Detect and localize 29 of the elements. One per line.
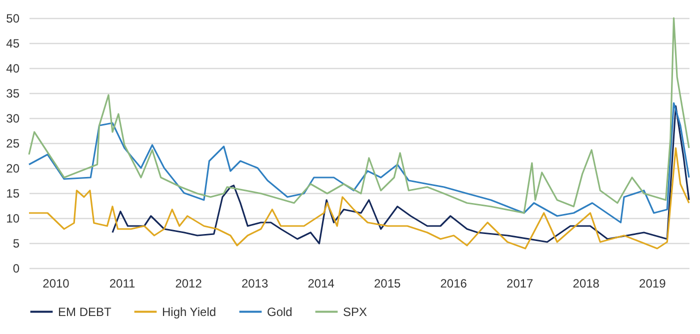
line-series	[28, 102, 690, 224]
x-tick-label: 2014	[308, 276, 335, 290]
legend-label: Gold	[267, 304, 292, 319]
y-tick-label: 35	[6, 86, 20, 100]
y-tick-label: 30	[6, 112, 20, 126]
y-tick-label: 50	[6, 12, 20, 26]
y-tick-label: 25	[6, 136, 20, 150]
line-series	[28, 17, 690, 214]
legend-label: EM DEBT	[58, 304, 112, 319]
x-tick-label: 2013	[241, 276, 268, 290]
x-tick-label: 2018	[572, 276, 600, 290]
y-tick-label: 45	[6, 36, 20, 50]
x-tick-label: 2016	[440, 276, 468, 290]
legend-label: SPX	[343, 304, 368, 319]
y-tick-label: 5	[12, 236, 20, 250]
x-tick-label: 2012	[175, 276, 202, 290]
x-tick-label: 2010	[42, 276, 70, 290]
y-tick-label: 15	[6, 186, 20, 200]
y-tick-label: 20	[6, 162, 20, 176]
y-tick-label: 40	[6, 62, 20, 76]
legend-label: High Yield	[162, 304, 216, 319]
y-tick-label: 0	[12, 262, 20, 276]
y-tick-label: 10	[6, 212, 20, 226]
line-series	[112, 105, 690, 244]
x-tick-label: 2017	[506, 276, 534, 290]
x-tick-label: 2019	[639, 276, 666, 290]
x-tick-label: 2011	[109, 276, 136, 290]
line-series	[28, 147, 690, 250]
x-tick-label: 2015	[374, 276, 401, 290]
